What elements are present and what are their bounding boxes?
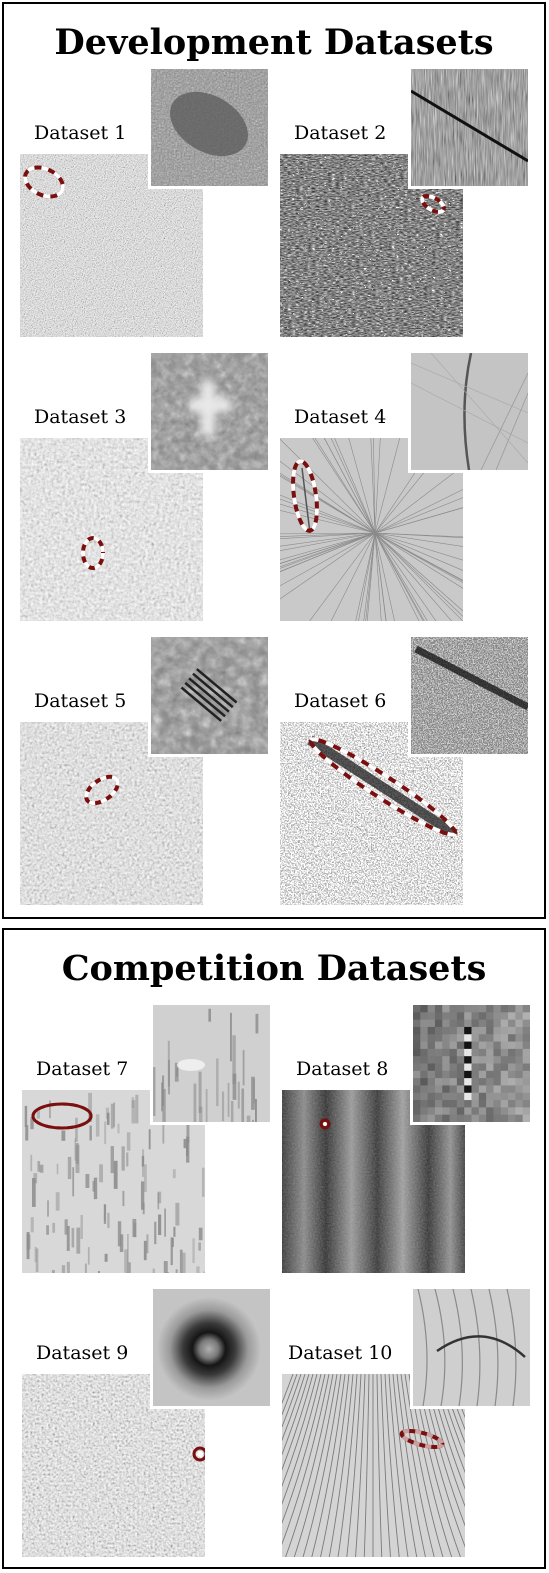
dataset-6: Dataset 6 [280,634,542,905]
panel-title: Competition Datasets [61,948,487,989]
competition-panel: Competition Datasets Dataset 7 Dataset 8 [2,928,546,1569]
zoom-inset [408,350,531,473]
marker-ellipse [308,737,458,837]
zoom-inset [408,66,531,189]
dataset-2: Dataset 2 [280,66,542,337]
marker-ellipse [31,1102,93,1130]
dataset-7: Dataset 7 [22,1002,284,1273]
zoom-inset [148,66,271,189]
dataset-label: Dataset 9 [36,1342,129,1364]
marker-ellipse [319,1118,331,1130]
development-panel: Development Datasets Dataset 1 Dataset 2 [2,2,546,919]
dataset-5: Dataset 5 [20,634,282,905]
dataset-label: Dataset 4 [294,406,387,428]
dataset-8: Dataset 8 [282,1002,544,1273]
dataset-label: Dataset 3 [34,406,127,428]
zoom-inset [150,1286,273,1409]
marker-ellipse [291,459,319,533]
dataset-9: Dataset 9 [22,1286,284,1557]
dataset-label: Dataset 2 [294,122,387,144]
marker-ellipse [399,1429,445,1449]
dataset-label: Dataset 5 [34,690,127,712]
dataset-10: Dataset 10 [282,1286,544,1557]
marker-ellipse [420,194,446,214]
zoom-inset [148,350,271,473]
dataset-3: Dataset 3 [20,350,282,621]
zoom-inset [150,1002,273,1125]
dataset-4: Dataset 4 [280,350,542,621]
zoom-inset [408,634,531,757]
marker-ellipse [23,165,65,199]
zoom-inset [148,634,271,757]
dataset-1: Dataset 1 [20,66,282,337]
dataset-label: Dataset 7 [36,1058,129,1080]
marker-ellipse [81,536,105,570]
zoom-inset [410,1286,533,1409]
panel-title: Development Datasets [54,22,494,63]
dataset-label: Dataset 10 [288,1342,393,1364]
dataset-image [22,1090,205,1273]
dataset-label: Dataset 8 [296,1058,389,1080]
marker-ellipse [192,1446,205,1462]
dataset-label: Dataset 6 [294,690,387,712]
zoom-inset [410,1002,533,1125]
marker-ellipse [84,774,120,806]
dataset-label: Dataset 1 [34,122,127,144]
